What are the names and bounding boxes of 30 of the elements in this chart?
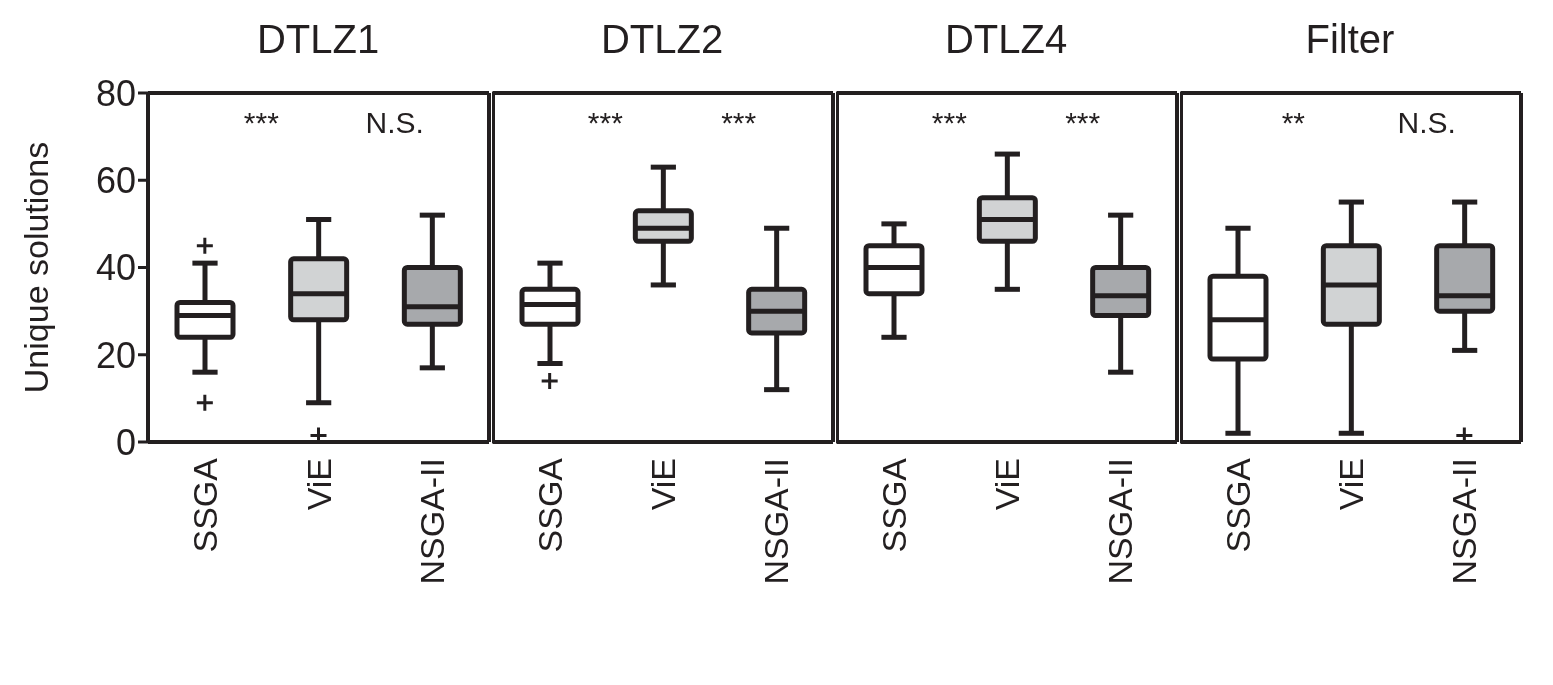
x-tick-label: ViE xyxy=(1332,458,1370,511)
y-tick-label: 40 xyxy=(95,247,136,289)
chart-title: DTLZ4 xyxy=(943,16,1069,63)
x-tick-label: ViE xyxy=(988,458,1026,511)
y-tick-label: 60 xyxy=(95,160,136,202)
annotation: *** xyxy=(242,106,280,140)
annotation: *** xyxy=(1064,106,1102,140)
annotation: *** xyxy=(586,106,624,140)
y-axis-title: Unique solutions xyxy=(17,141,56,394)
x-tick-label: SSGA xyxy=(874,457,913,553)
y-tick-label: 0 xyxy=(115,421,136,463)
annotation: N.S. xyxy=(1396,106,1457,140)
y-tick-label: 80 xyxy=(95,72,136,114)
chart-title: DTLZ1 xyxy=(255,16,381,63)
annotation: *** xyxy=(720,106,758,140)
x-tick-label: NSGA-II xyxy=(413,458,452,585)
x-tick-label: SSGA xyxy=(530,457,569,553)
x-tick-label: SSGA xyxy=(185,457,224,553)
y-tick-label: 20 xyxy=(95,334,136,376)
chart-title: Filter xyxy=(1304,16,1396,63)
x-tick-label: NSGA-II xyxy=(1445,458,1484,585)
x-tick-label: NSGA-II xyxy=(1101,458,1140,585)
x-tick-label: NSGA-II xyxy=(757,458,796,585)
chart-title: DTLZ2 xyxy=(599,16,725,63)
x-tick-label: ViE xyxy=(644,458,682,511)
x-tick-label: SSGA xyxy=(1218,457,1257,553)
annotation: ** xyxy=(1280,106,1306,140)
annotation: N.S. xyxy=(364,106,425,140)
x-tick-label: ViE xyxy=(299,458,338,511)
annotation: *** xyxy=(930,106,968,140)
